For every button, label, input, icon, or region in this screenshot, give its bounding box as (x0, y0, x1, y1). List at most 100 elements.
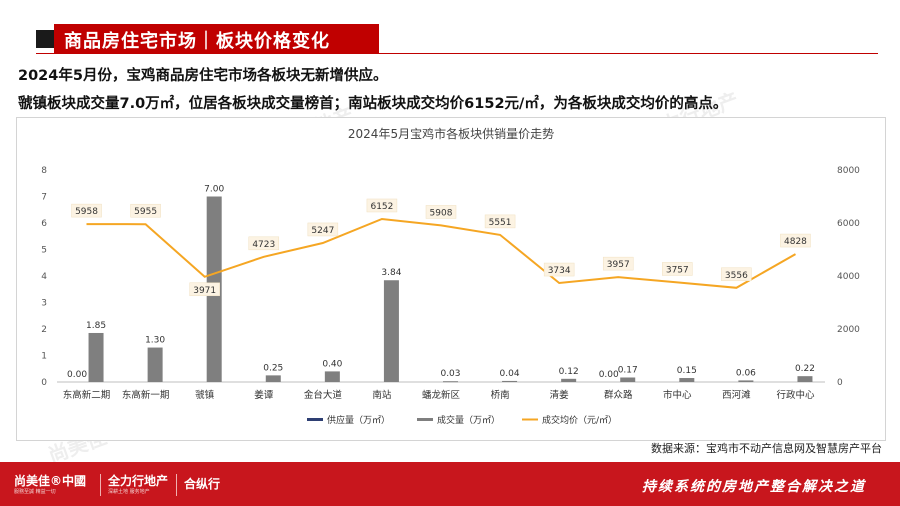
x-tick-label: 群众路 (604, 389, 633, 401)
deal-bar (324, 371, 340, 382)
deal-data-label: 1.30 (145, 336, 165, 346)
deal-data-label: 0.25 (263, 363, 283, 373)
summary-line-2: 虢镇板块成交量7.0万㎡，位居各板块成交量榜首；南站板块成交均价6152元/㎡，… (18, 96, 728, 112)
deal-bar (679, 378, 695, 382)
deal-data-label: 0.22 (795, 364, 815, 374)
price-data-label: 5247 (311, 226, 334, 236)
x-tick-label: 西河滩 (722, 389, 751, 401)
footer-logo-hezongxing: 合纵行 (184, 477, 221, 491)
y-left-tick-label: 0 (41, 378, 47, 388)
price-data-label: 4828 (784, 237, 807, 247)
y-right-tick-label: 8000 (837, 166, 860, 176)
deal-data-label: 0.17 (618, 365, 638, 375)
footer-logo-quanlixing: 全力行地产 (108, 474, 169, 488)
price-label-box (662, 262, 693, 276)
price-data-label: 3971 (193, 286, 216, 296)
deal-bar (88, 332, 104, 382)
summary-line-1: 2024年5月份，宝鸡商品房住宅市场各板块无新增供应。 (18, 68, 388, 84)
footer-separator (176, 474, 177, 496)
deal-data-label: 0.03 (440, 369, 460, 379)
data-source: 数据来源：宝鸡市不动产信息网及智慧房产平台 (651, 442, 882, 455)
x-tick-label: 南站 (372, 389, 392, 401)
y-left-tick-label: 4 (41, 272, 47, 282)
deal-data-label: 1.85 (86, 321, 106, 331)
footer-bar: 尚美佳®中國 服務至誠 精益一切 全力行地产 深耕土地 服务地产 合纵行 持续系… (0, 462, 900, 506)
price-data-label: 3757 (666, 265, 689, 275)
price-line (86, 217, 796, 289)
legend-label: 供应量（万㎡） (327, 414, 390, 426)
price-data-label: 5958 (75, 207, 98, 217)
price-data-label: 5955 (134, 207, 157, 217)
deal-data-label: 7.00 (204, 185, 224, 195)
legend-label: 成交均价（元/㎡） (542, 414, 617, 426)
legend-swatch (307, 418, 323, 421)
deal-bar (561, 378, 577, 382)
page-title: 商品房住宅市场｜板块价格变化 (64, 31, 330, 52)
price-label-box (602, 256, 634, 271)
price-label-box (425, 205, 457, 219)
header-bar (54, 24, 379, 54)
y-left-tick-label: 6 (41, 219, 47, 229)
price-label-box (543, 262, 575, 277)
chart-svg: 2024年5月宝鸡市各板块供销量价走势 0 1 2 3 4 5 6 7 8 0 2000 4000 600… (41, 126, 860, 426)
supply-data-label: 0.00 (67, 370, 87, 380)
price-data-label: 5908 (430, 208, 453, 218)
deal-data-label: 3.84 (381, 268, 401, 278)
y-right-tick-label: 2000 (837, 325, 860, 335)
y-left-tick-label: 7 (41, 193, 47, 203)
y-left-tick-label: 5 (41, 246, 47, 256)
x-tick-label: 行政中心 (776, 389, 815, 401)
y-left-tick-label: 1 (41, 352, 47, 362)
price-label-box (366, 198, 398, 213)
chart-title: 2024年5月宝鸡市各板块供销量价走势 (348, 126, 554, 141)
price-label-box (307, 222, 339, 237)
y-left-tick-label: 2 (41, 325, 47, 335)
deal-bar (443, 381, 458, 383)
price-label-box (484, 214, 516, 229)
deal-data-label: 0.04 (500, 369, 520, 379)
y-left-tick-label: 3 (41, 299, 47, 309)
price-label-box (130, 203, 161, 218)
footer-logo-shangmeijia: 尚美佳®中國 (14, 474, 87, 488)
x-tick-label: 金台大道 (304, 389, 343, 401)
deal-data-label: 0.15 (677, 366, 697, 376)
price-label-box (721, 267, 752, 282)
deal-data-label: 0.12 (559, 367, 579, 377)
footer-separator (100, 474, 101, 496)
deal-bar (738, 380, 754, 382)
price-data-label: 6152 (370, 202, 393, 212)
deal-bar (265, 375, 281, 382)
y-right-tick-label: 0 (837, 378, 843, 388)
y-right-tick-label: 6000 (837, 219, 860, 229)
y-left-tick-label: 8 (41, 166, 47, 176)
chart-container: 2024年5月宝鸡市各板块供销量价走势 0 1 2 3 4 5 6 7 8 0 2000 4000 600… (16, 117, 886, 441)
price-label-box (780, 233, 811, 248)
price-data-label: 4723 (252, 240, 275, 250)
deal-bar (797, 376, 813, 382)
x-tick-label: 蟠龙新区 (422, 389, 461, 401)
supply-data-label: 0.00 (599, 370, 619, 380)
deal-data-label: 0.40 (322, 359, 342, 369)
deal-data-label: 0.06 (736, 368, 756, 378)
price-data-label: 3556 (725, 271, 748, 281)
x-tick-label: 市中心 (663, 389, 692, 401)
footer-slogan: 持续系统的房地产整合解决之道 (642, 479, 866, 495)
price-label-box (248, 236, 280, 251)
legend-swatch (417, 418, 433, 421)
x-tick-label: 东高新二期 (63, 389, 111, 401)
deal-bar (147, 347, 163, 382)
price-label-box (71, 203, 102, 218)
y-right-tick-label: 4000 (837, 272, 860, 282)
price-label-box (189, 282, 220, 297)
header-square (36, 30, 54, 48)
x-tick-label: 东高新一期 (122, 389, 170, 401)
price-data-label: 5551 (489, 218, 512, 228)
x-tick-label: 清姜 (550, 389, 570, 401)
footer-logo-shangmeijia-sub: 服務至誠 精益一切 (14, 489, 56, 495)
deal-bar (502, 380, 518, 382)
x-tick-label: 姜谭 (254, 389, 274, 401)
x-tick-label: 虢镇 (195, 389, 215, 401)
x-tick-label: 桥南 (491, 389, 510, 401)
deal-bar (383, 280, 399, 382)
price-data-label: 3957 (607, 260, 630, 270)
